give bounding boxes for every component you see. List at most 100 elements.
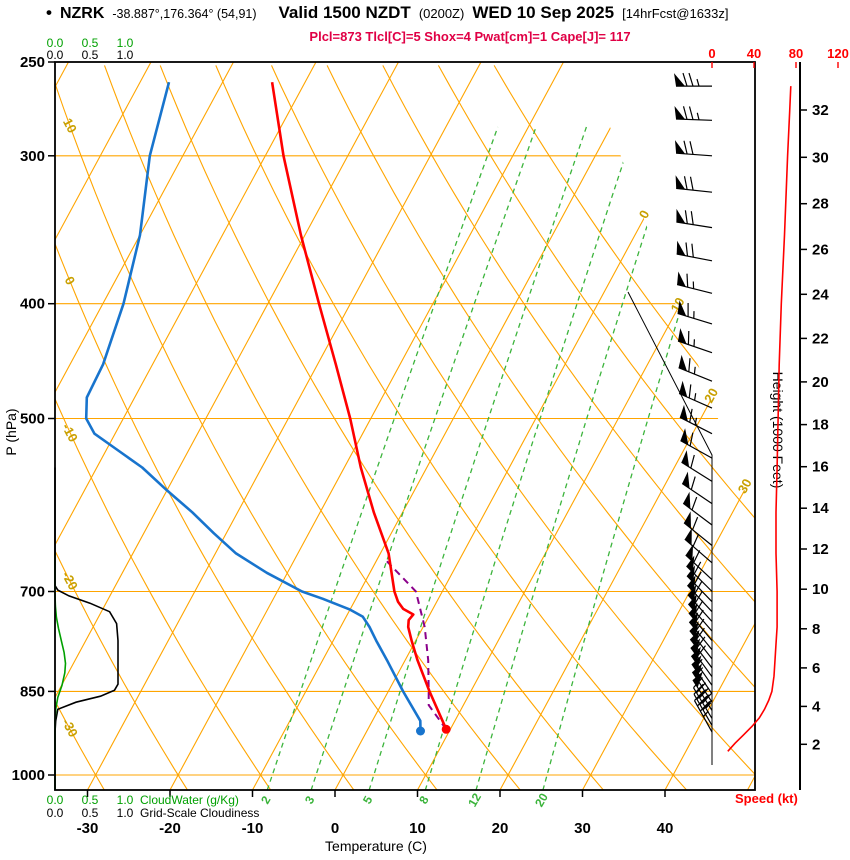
mixing-ratio-line [542,126,737,790]
pressure-tick-label: 1000 [12,767,45,784]
height-tick-label: 26 [812,241,829,258]
cloudwater-scale-bottom: 0.5 [82,793,99,807]
mixing-ratio-label: 3 [302,793,318,806]
cloudwater-scale-top: 1.0 [117,36,134,50]
chart-header: • NZRK -38.887°,176.364° (54,91) Valid 1… [46,3,729,23]
temperature-axis-title: Temperature (C) [325,838,427,854]
wind-barb [684,528,713,564]
temperature-curve [270,82,448,730]
valid-time: Valid 1500 NZDT [278,3,411,22]
surface-dewpoint-dot [416,726,425,736]
cloudiness-scale-top: 1.0 [117,48,134,62]
height-tick-label: 30 [812,149,829,166]
temperature-tick-label: 40 [657,820,674,837]
isotherm-line [169,62,564,790]
dry-adiabat-label: 0 [62,274,79,287]
mixing-ratio-line [310,126,537,790]
pressure-tick-label: 300 [20,148,45,165]
wind-barb [686,575,713,613]
dry-adiabat-line [55,65,438,790]
dry-adiabat-label: 10 [60,116,80,136]
dry-adiabat-line [382,65,755,790]
cloudwater-scale-top: 0.5 [82,36,99,50]
mixing-ratio-label: 8 [416,793,432,806]
pressure-axis-title: P (hPa) [3,408,19,455]
height-tick-label: 16 [812,459,829,476]
cloudiness-scale-top: 0.5 [82,48,99,62]
isotherm-line [582,62,755,790]
height-tick-label: 20 [812,374,829,391]
pressure-tick-label: 250 [20,54,45,71]
pressure-tick-label: 500 [20,411,45,428]
isotherm-line [55,62,152,790]
height-tick-label: 28 [812,196,829,213]
isotherm-line [55,62,234,790]
isotherm-label: 30 [735,476,755,496]
wind-staff-axis [627,291,713,765]
plot-frame [54,61,756,791]
station-bullet: • [46,3,52,22]
speed-tick-label: 0 [708,46,715,61]
height-tick-label: 8 [812,621,820,638]
temperature-tick-label: 10 [409,820,426,837]
wind-barbs [627,72,713,765]
pressure-tick-label: 700 [20,584,45,601]
mixing-ratio-label: 20 [532,790,551,809]
forecast-tag: [14hrFcst@1633z] [622,6,729,21]
dry-adiabat-label: -20 [59,569,81,593]
wind-barb [682,491,713,526]
cloudiness-scale-top: 0.0 [47,48,64,62]
wind-barb [677,300,713,325]
height-tick-label: 10 [812,581,829,598]
wind-barb [676,240,713,262]
sounding-profiles [84,81,451,736]
speed-tick-label: 40 [747,46,761,61]
cloud-profiles [54,467,119,791]
cloudwater-scale-bottom: 1.0 [117,793,134,807]
isotherm-line [87,62,482,790]
pressure-tick-label: 850 [20,683,45,700]
height-tick-label: 24 [812,286,829,303]
wind-barb [692,677,713,719]
cloudiness-scale-bottom: 1.0 [117,806,134,820]
isotherm-label: 0 [636,208,653,222]
mixing-ratio-label: 12 [465,790,484,809]
wind-barb [689,621,713,660]
dry-adiabat-line [326,65,755,790]
isotherm-line [55,62,399,790]
dry-adiabat-line [159,65,605,790]
wind-barb [676,208,713,229]
temperature-tick-label: -20 [159,820,181,837]
valid-time-utc: (0200Z) [418,6,465,21]
dry-adiabat-line [437,65,755,790]
isotherm-line [252,62,647,790]
stability-indices: Plcl=873 Tlcl[C]=5 Shox=4 Pwat[cm]=1 Cap… [309,29,631,44]
dry-adiabat-line [271,65,755,790]
wind-barb [679,404,713,435]
height-tick-label: 12 [812,541,829,558]
wind-barb [686,565,713,603]
wind-speed-profile [727,86,792,752]
grid-scale-cloudiness-profile [54,467,119,791]
grid-labels: 0 10 20 30 10 0 -10 -20 -30 2 3 5 8 12 20 [59,116,755,810]
dry-adiabat-label: -10 [59,421,81,445]
height-tick-label: 14 [812,500,829,517]
temperature-tick-label: 0 [331,820,339,837]
height-tick-label: 6 [812,660,820,677]
wind-barb [680,428,713,459]
dry-adiabat-line [55,65,272,790]
wind-barb [674,72,712,87]
speed-tick-label: 80 [789,46,803,61]
wind-barb [686,555,713,592]
isotherm-line [417,62,755,790]
isotherm-line [499,62,755,790]
wind-barb [693,690,713,733]
cloudwater-scale-label: CloudWater (g/Kg) [140,793,239,807]
cloudwater-scale-bottom: 0.0 [47,793,64,807]
wind-barb [681,450,713,482]
temperature-tick-label: -10 [242,820,264,837]
height-tick-label: 2 [812,736,820,753]
wind-barb [681,471,713,505]
isotherm-line [334,62,729,790]
